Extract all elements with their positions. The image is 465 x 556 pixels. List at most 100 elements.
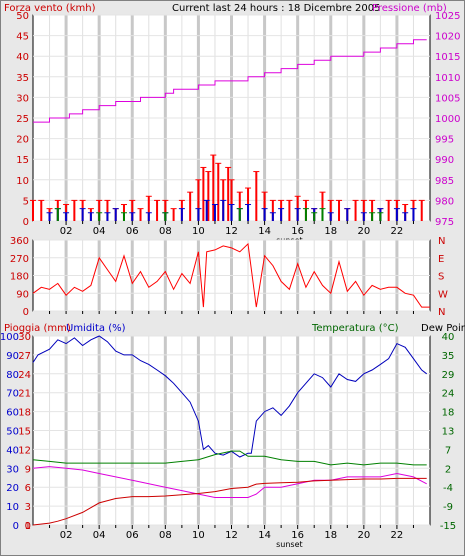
pressure-tick-label: 1020 xyxy=(435,32,460,43)
rain-tick-label: 15 xyxy=(18,427,31,438)
wind-average-bar xyxy=(346,208,349,221)
wind-tick-label: 0 xyxy=(23,217,29,228)
compass-label: N xyxy=(438,307,445,318)
wind-gust-bar xyxy=(217,163,220,221)
wind-tick-label: 30 xyxy=(16,93,29,104)
wind-average-bar xyxy=(222,200,225,221)
wind-tick-label: 10 xyxy=(16,176,29,187)
humidity-x-axis-label: 20 xyxy=(357,530,370,541)
wind-gust-bar xyxy=(98,200,101,221)
temperature-tick-label: 29 xyxy=(442,370,455,381)
wind-gust-bar xyxy=(371,200,374,221)
wind-gust-bar xyxy=(40,200,43,221)
wind-gust-bar xyxy=(73,200,76,221)
wind-low-bar xyxy=(98,212,101,221)
direction-tick-label: 0 xyxy=(23,307,29,318)
humidity-x-axis-label: 04 xyxy=(93,530,106,541)
wind-low-bar xyxy=(304,208,307,221)
temperature-tick-label: 7 xyxy=(445,445,451,456)
wind-gust-bar xyxy=(338,200,341,221)
humidity-tick-label: 80 xyxy=(6,370,19,381)
pressure-tick-label: 1005 xyxy=(435,93,460,104)
wind-gust-bar xyxy=(362,200,365,221)
rain-tick-label: 1 xyxy=(25,521,31,532)
wind-x-axis-label: 08 xyxy=(159,226,172,237)
wind-average-bar xyxy=(263,208,266,221)
wind-average-bar xyxy=(180,208,183,221)
rain-tick-label: 0 xyxy=(25,521,31,532)
humidity-tick-label: 0 xyxy=(13,521,19,532)
humidity-x-axis-label: 02 xyxy=(60,530,73,541)
wind-low-bar xyxy=(238,208,241,221)
humidity-x-axis-label: 16 xyxy=(291,530,304,541)
wind-average-bar xyxy=(48,212,51,221)
temperature-line xyxy=(32,450,427,466)
pressure-tick-label: 985 xyxy=(435,176,454,187)
humidity-axis-title: Umidita (%) xyxy=(66,323,126,334)
wind-average-bar xyxy=(147,212,150,221)
rain-axis-title: Pioggia (mm) xyxy=(4,323,71,334)
humidity-x-axis-label: 06 xyxy=(126,530,139,541)
pressure-tick-label: 990 xyxy=(435,155,454,166)
humidity-tick-label: 90 xyxy=(6,351,19,362)
humidity-x-axis-label: 10 xyxy=(192,530,205,541)
compass-label: E xyxy=(438,254,444,265)
wind-gust-bar xyxy=(147,196,150,221)
humidity-x-axis-sunset-label: sunset xyxy=(276,540,303,549)
pressure-axis-title: Pressione (mb) xyxy=(372,3,447,14)
wind-tick-label: 25 xyxy=(16,114,29,125)
wind-x-axis-label: 20 xyxy=(357,226,370,237)
pressure-tick-label: 995 xyxy=(435,135,454,146)
wind-tick-label: 35 xyxy=(16,73,29,84)
wind-x-axis-label: 10 xyxy=(192,226,205,237)
wind-gust-bar xyxy=(230,179,233,221)
pressure-tick-label: 980 xyxy=(435,196,454,207)
wind-average-bar xyxy=(213,204,216,221)
wind-tick-label: 50 xyxy=(16,11,29,22)
wind-low-bar xyxy=(379,212,382,221)
wind-x-axis-label: 18 xyxy=(324,226,337,237)
wind-average-bar xyxy=(329,212,332,221)
wind-average-bar xyxy=(296,208,299,221)
humidity-tick-label: 50 xyxy=(6,427,19,438)
wind-gust-bar xyxy=(329,200,332,221)
wind-x-axis-label: 06 xyxy=(126,226,139,237)
humidity-tick-label: 40 xyxy=(6,445,19,456)
temperature-tick-label: -9 xyxy=(443,502,453,513)
wind-gust-bar xyxy=(197,179,200,221)
direction-tick-label: 180 xyxy=(10,272,29,283)
humidity-tick-label: 100 xyxy=(0,332,19,343)
wind-gust-bar xyxy=(212,155,215,221)
wind-gust-bar xyxy=(387,200,390,221)
wind-low-bar xyxy=(321,208,324,221)
wind-gust-bar xyxy=(321,192,324,221)
pressure-tick-label: 1015 xyxy=(435,52,460,63)
wind-gust-bar xyxy=(202,167,205,221)
temperature-tick-label: -15 xyxy=(440,521,456,532)
wind-low-bar xyxy=(56,208,59,221)
temperature-tick-label: 35 xyxy=(442,351,455,362)
wind-gust-bar xyxy=(164,200,167,221)
wind-gust-bar xyxy=(238,192,241,221)
wind-gust-bar xyxy=(255,171,258,221)
temperature-tick-label: 24 xyxy=(442,389,455,400)
wind-gust-bar xyxy=(139,208,142,221)
rain-tick-label: 9 xyxy=(25,464,31,475)
wind-gust-bar xyxy=(131,200,134,221)
wind-average-bar xyxy=(230,204,233,221)
pressure-line xyxy=(33,39,427,123)
wind-average-bar xyxy=(362,212,365,221)
wind-average-bar xyxy=(247,204,250,221)
wind-tick-label: 45 xyxy=(16,32,29,43)
wind-x-axis-label: 02 xyxy=(60,226,73,237)
wind-average-bar xyxy=(271,212,274,221)
wind-tick-label: 15 xyxy=(16,155,29,166)
direction-tick-label: 360 xyxy=(10,236,29,247)
wind-average-bar xyxy=(114,208,117,221)
wind-gust-bar xyxy=(288,200,291,221)
humidity-x-axis-label: 12 xyxy=(225,530,238,541)
temperature-tick-label: 40 xyxy=(442,332,455,343)
wind-x-axis-label: 12 xyxy=(225,226,238,237)
wind-low-bar xyxy=(164,212,167,221)
